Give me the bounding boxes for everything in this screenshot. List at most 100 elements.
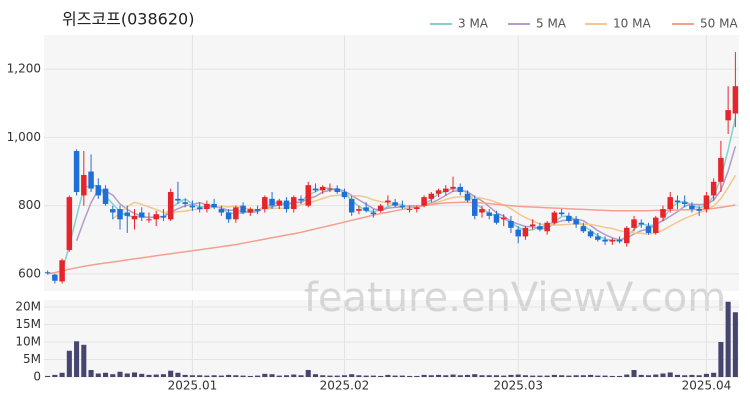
volume-bar bbox=[638, 374, 644, 377]
volume-bar bbox=[52, 374, 58, 377]
candle-body bbox=[421, 197, 427, 206]
volume-bar bbox=[139, 373, 145, 377]
candle-body bbox=[537, 226, 543, 230]
volume-bar bbox=[645, 375, 652, 377]
volume-bar bbox=[566, 375, 572, 377]
chart-title: 위즈코프(038620) bbox=[62, 10, 194, 29]
volume-bar bbox=[725, 301, 731, 377]
volume-bar bbox=[363, 375, 369, 377]
volume-bar bbox=[414, 375, 420, 377]
volume-bar bbox=[718, 342, 724, 377]
volume-bar bbox=[182, 374, 188, 377]
candle-body bbox=[508, 221, 514, 228]
x-tick-label: 2025.03 bbox=[493, 379, 543, 393]
candle-body bbox=[66, 197, 73, 251]
volume-bar bbox=[609, 375, 615, 377]
volume-bar bbox=[457, 375, 463, 377]
candle-body bbox=[457, 186, 464, 193]
candle-body bbox=[298, 198, 304, 201]
volume-bar bbox=[240, 375, 246, 377]
candle-body bbox=[59, 260, 65, 282]
volume-bar bbox=[211, 375, 217, 377]
candle-body bbox=[363, 207, 369, 211]
volume-bar bbox=[493, 375, 500, 377]
candle-body bbox=[522, 227, 529, 237]
volume-bar bbox=[667, 372, 673, 377]
candle-body bbox=[710, 181, 717, 196]
candle-body bbox=[153, 214, 159, 220]
volume-bar bbox=[436, 374, 442, 377]
volume-bar bbox=[95, 373, 101, 377]
legend-label: 5 MA bbox=[536, 17, 567, 31]
volume-bar bbox=[255, 375, 261, 377]
volume-bar bbox=[696, 375, 702, 377]
volume-bar bbox=[276, 375, 282, 377]
volume-bar bbox=[283, 375, 290, 377]
candle-body bbox=[472, 198, 478, 216]
volume-bar bbox=[226, 374, 232, 377]
ma-line bbox=[47, 201, 736, 275]
volume-bar bbox=[204, 375, 210, 377]
volume-bar bbox=[732, 312, 738, 377]
candle-body bbox=[370, 212, 377, 215]
candle-body bbox=[160, 215, 167, 218]
volume-bar bbox=[175, 372, 181, 377]
volume-bar bbox=[131, 372, 138, 377]
volume-bar bbox=[233, 375, 239, 377]
volume-bar bbox=[428, 375, 434, 377]
volume-bar bbox=[59, 372, 65, 377]
volume-bar bbox=[74, 341, 80, 377]
candle-body bbox=[189, 205, 196, 208]
candle-body bbox=[291, 197, 297, 210]
candle-body bbox=[167, 192, 174, 220]
volume-bar bbox=[378, 375, 384, 377]
candle-body bbox=[414, 207, 420, 210]
volume-bar bbox=[81, 344, 87, 377]
volume-bar bbox=[247, 375, 253, 377]
candle-body bbox=[595, 236, 601, 240]
candle-body bbox=[486, 212, 492, 216]
candle-body bbox=[146, 219, 152, 221]
volume-bar bbox=[443, 375, 449, 377]
candle-body bbox=[732, 86, 739, 114]
candle-body bbox=[558, 212, 565, 215]
volume-bar bbox=[508, 374, 514, 377]
candle-body bbox=[196, 207, 203, 210]
candle-body bbox=[262, 197, 268, 210]
candle-body bbox=[211, 203, 217, 208]
volume-bar bbox=[370, 375, 376, 377]
candle-body bbox=[479, 209, 485, 213]
candle-body bbox=[566, 215, 572, 222]
candle-body bbox=[718, 157, 724, 182]
candle-body bbox=[544, 222, 550, 232]
volume-bar bbox=[703, 373, 709, 377]
volume-bar bbox=[660, 373, 666, 377]
candle-body bbox=[110, 209, 116, 213]
candle-body bbox=[117, 209, 123, 220]
volume-bar bbox=[218, 375, 224, 377]
volume-bar bbox=[66, 350, 72, 377]
volume-bar bbox=[160, 374, 166, 377]
candle-body bbox=[305, 185, 311, 206]
volume-bar bbox=[515, 374, 521, 377]
candle-body bbox=[399, 205, 406, 208]
x-tick-label: 2025.04 bbox=[682, 379, 732, 393]
candle-body bbox=[131, 215, 138, 220]
volume-bar bbox=[551, 374, 557, 377]
volume-bar bbox=[298, 375, 304, 377]
volume-bar bbox=[88, 370, 94, 377]
candle-body bbox=[450, 186, 456, 189]
candle-body bbox=[240, 205, 246, 213]
y-tick-label: 20M bbox=[15, 300, 41, 314]
candle-body bbox=[334, 188, 340, 193]
watermark: feature.enViewV.com bbox=[304, 275, 726, 321]
candle-body bbox=[435, 190, 442, 194]
candle-body bbox=[696, 209, 702, 211]
volume-panel bbox=[44, 300, 739, 377]
volume-bar bbox=[689, 374, 695, 377]
candle-body bbox=[616, 239, 623, 242]
candle-body bbox=[276, 200, 283, 206]
volume-bar bbox=[189, 375, 195, 377]
candle-body bbox=[348, 198, 355, 213]
